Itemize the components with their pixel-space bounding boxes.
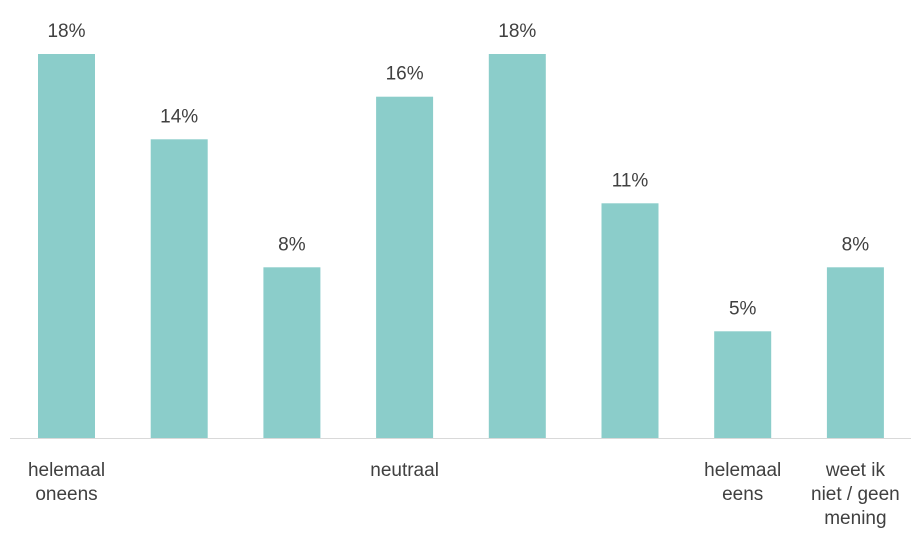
category-labels-layer: helemaal oneens neutraal helemaal eens weet i… [28, 460, 900, 529]
category-label-line: weet ik [825, 460, 886, 481]
category-label-0: helemaal oneens [28, 460, 105, 505]
bar-4 [488, 54, 546, 438]
bar-value-label-7: 8% [842, 234, 870, 255]
bars-layer [38, 54, 884, 439]
bar-value-label-2: 8% [278, 234, 306, 255]
category-label-7: weet ik niet / geen mening [811, 460, 900, 529]
bar-5 [601, 203, 659, 438]
bar-value-label-0: 18% [47, 21, 85, 42]
category-label-line: niet / geen [811, 484, 900, 505]
bar-value-label-1: 14% [160, 106, 198, 127]
category-label-line: helemaal [704, 460, 781, 481]
bar-0 [38, 54, 95, 438]
bar-6 [714, 331, 772, 438]
bar-value-label-4: 18% [498, 21, 536, 42]
category-label-line: oneens [35, 484, 97, 505]
bar-value-label-5: 11% [612, 170, 649, 191]
category-label-line: mening [824, 508, 886, 529]
bar-7 [826, 267, 884, 438]
category-label-line: eens [722, 484, 763, 505]
category-label-line: helemaal [28, 460, 105, 481]
bar-2 [263, 267, 321, 438]
bar-value-label-6: 5% [729, 298, 757, 319]
category-label-line: neutraal [370, 460, 439, 481]
bar-3 [376, 96, 434, 438]
value-labels-layer: 18% 14% 8% 16% 18% 11% 5% 8% [47, 21, 869, 319]
bar-1 [150, 139, 208, 439]
category-label-6: helemaal eens [704, 460, 781, 505]
bar-value-label-3: 16% [386, 64, 424, 85]
category-label-3: neutraal [370, 460, 439, 481]
